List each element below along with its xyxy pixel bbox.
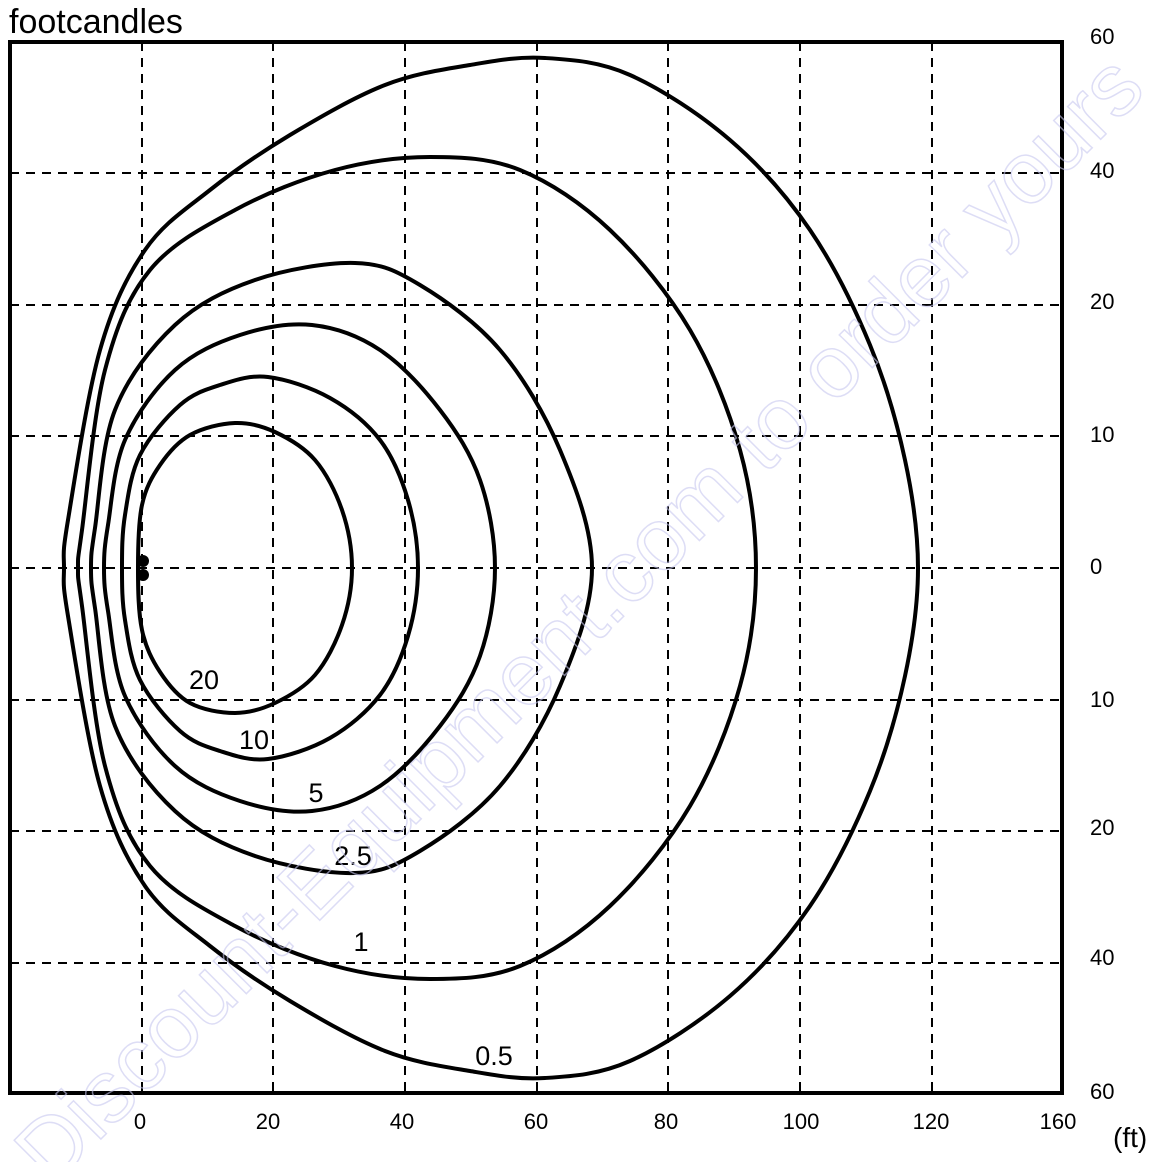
x-tick-label: 160 xyxy=(1040,1109,1077,1134)
y-tick-label: 60 xyxy=(1090,24,1114,49)
x-tick-label: 0 xyxy=(134,1109,146,1134)
y-tick-label: 40 xyxy=(1090,158,1114,183)
luminaire-marker xyxy=(137,555,149,581)
contour-10 xyxy=(120,374,420,762)
x-tick-label: 60 xyxy=(524,1109,548,1134)
grid-lines xyxy=(10,42,1062,1093)
y-tick-label: 40 xyxy=(1090,945,1114,970)
contour-label: 2.5 xyxy=(334,841,372,871)
y-tick-label: 20 xyxy=(1090,815,1114,840)
contour-20 xyxy=(136,420,354,715)
contour-0-5 xyxy=(61,55,920,1081)
y-tick-label: 20 xyxy=(1090,289,1114,314)
contour-lines xyxy=(61,55,920,1081)
contour-2-5 xyxy=(89,260,594,876)
contour-label: 5 xyxy=(308,778,323,808)
chart-unit-title: footcandles xyxy=(9,3,183,41)
y-tick-label: 10 xyxy=(1090,422,1114,447)
x-tick-label: 120 xyxy=(913,1109,950,1134)
luminaire-dot xyxy=(137,555,149,567)
y-tick-label: 60 xyxy=(1090,1079,1114,1104)
x-axis-unit: (ft) xyxy=(1113,1122,1148,1153)
contour-label: 20 xyxy=(189,665,219,695)
y-tick-label: 10 xyxy=(1090,687,1114,712)
contour-labels: 20 10 5 2.5 1 0.5 xyxy=(189,665,513,1071)
x-tick-label: 20 xyxy=(256,1109,280,1134)
x-tick-labels: 0 20 40 60 80 100 120 160 xyxy=(134,1109,1076,1134)
x-tick-label: 40 xyxy=(390,1109,414,1134)
x-tick-label: 80 xyxy=(654,1109,678,1134)
y-tick-label: 0 xyxy=(1090,554,1102,579)
contour-5 xyxy=(102,322,497,814)
plot-frame xyxy=(8,40,1064,1095)
contour-label: 1 xyxy=(353,927,368,957)
luminaire-dot xyxy=(137,569,149,581)
y-tick-labels: 60 40 20 10 0 10 20 40 60 xyxy=(1090,24,1114,1104)
contour-1 xyxy=(75,155,758,981)
contour-label: 0.5 xyxy=(475,1041,513,1071)
contour-label: 10 xyxy=(239,725,269,755)
x-tick-label: 100 xyxy=(783,1109,820,1134)
